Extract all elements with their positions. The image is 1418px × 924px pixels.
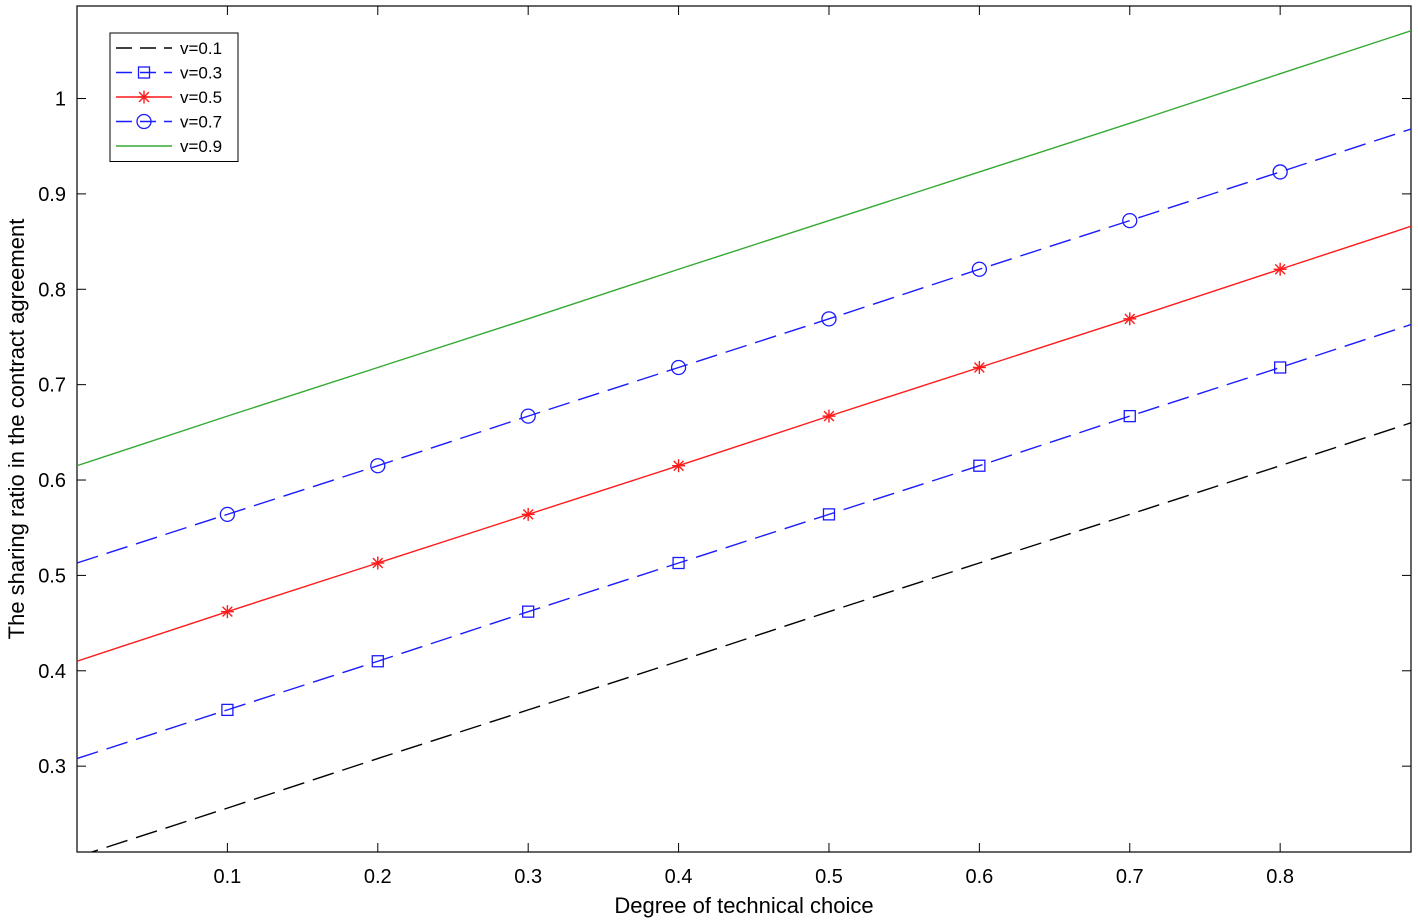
y-tick-label: 0.8	[38, 279, 66, 301]
series-line-1	[89, 422, 1411, 852]
data-point-marker	[973, 459, 986, 472]
data-point-marker	[1122, 212, 1138, 229]
x-tick-label: 0.2	[364, 866, 392, 888]
y-tick-label: 0.5	[38, 565, 66, 587]
series-line-5	[77, 30, 1411, 467]
data-point-marker	[670, 359, 687, 376]
data-point-marker	[1123, 409, 1136, 423]
data-point-marker	[1272, 164, 1288, 180]
y-tick-label: 1	[55, 89, 66, 111]
data-point-marker	[672, 459, 686, 473]
plot-frame	[76, 5, 1412, 853]
data-point-marker	[1123, 312, 1137, 326]
data-point-marker	[821, 311, 837, 327]
x-tick-label: 0.6	[965, 866, 993, 888]
legend-label: v=0.1	[180, 39, 222, 58]
y-tick-label: 0.3	[38, 756, 66, 778]
data-point-marker	[219, 506, 236, 523]
series-line-2	[77, 323, 1411, 760]
data-point-marker	[971, 261, 988, 277]
data-point-marker	[520, 408, 536, 424]
x-tick-label: 0.4	[665, 866, 693, 888]
data-point-marker	[371, 556, 385, 570]
legend-label: v=0.3	[180, 64, 222, 83]
y-tick-label: 0.6	[38, 470, 66, 492]
data-point-marker	[1274, 361, 1287, 374]
data-point-marker	[521, 507, 535, 521]
y-tick-label: 0.9	[38, 184, 66, 206]
data-point-marker	[137, 90, 151, 104]
data-point-marker	[221, 703, 234, 717]
data-point-marker	[137, 66, 151, 79]
x-tick-label: 0.7	[1116, 866, 1144, 888]
axis-tick-labels: 0.1 0.2 0.3 0.4 0.5 0.6 0.7 0.8 0.3 0.4 0.5 0.6 0.7 0…	[38, 89, 1294, 888]
data-point-marker	[371, 655, 384, 668]
series-line-4	[77, 128, 1411, 564]
data-point-marker	[672, 556, 685, 570]
x-tick-label: 0.1	[213, 866, 241, 888]
y-tick-label: 0.4	[38, 661, 66, 683]
data-point-marker	[822, 409, 836, 423]
data-point-marker	[220, 605, 234, 619]
legend-label: v=0.5	[180, 88, 222, 107]
y-tick-label: 0.7	[38, 375, 66, 397]
x-tick-label: 0.3	[514, 866, 542, 888]
data-point-marker	[370, 458, 386, 474]
data-point-marker	[822, 508, 836, 521]
data-point-marker	[1273, 262, 1287, 276]
x-tick-label: 0.5	[815, 866, 843, 888]
series-line-3	[77, 225, 1411, 662]
axis-ticks	[77, 6, 1411, 852]
data-point-marker	[972, 360, 986, 374]
legend-label: v=0.9	[180, 137, 222, 156]
x-tick-label: 0.8	[1266, 866, 1294, 888]
legend-label: v=0.7	[180, 113, 222, 132]
series-layer	[77, 30, 1411, 852]
x-axis-label: Degree of technical choice	[614, 893, 873, 918]
legend: v=0.1 v=0.3 v=0.5 v=0.7 v=0.9	[109, 32, 239, 162]
y-axis-label: The sharing ratio in the contract agreem…	[4, 219, 29, 640]
data-point-marker	[522, 605, 535, 618]
data-point-marker	[136, 113, 152, 130]
